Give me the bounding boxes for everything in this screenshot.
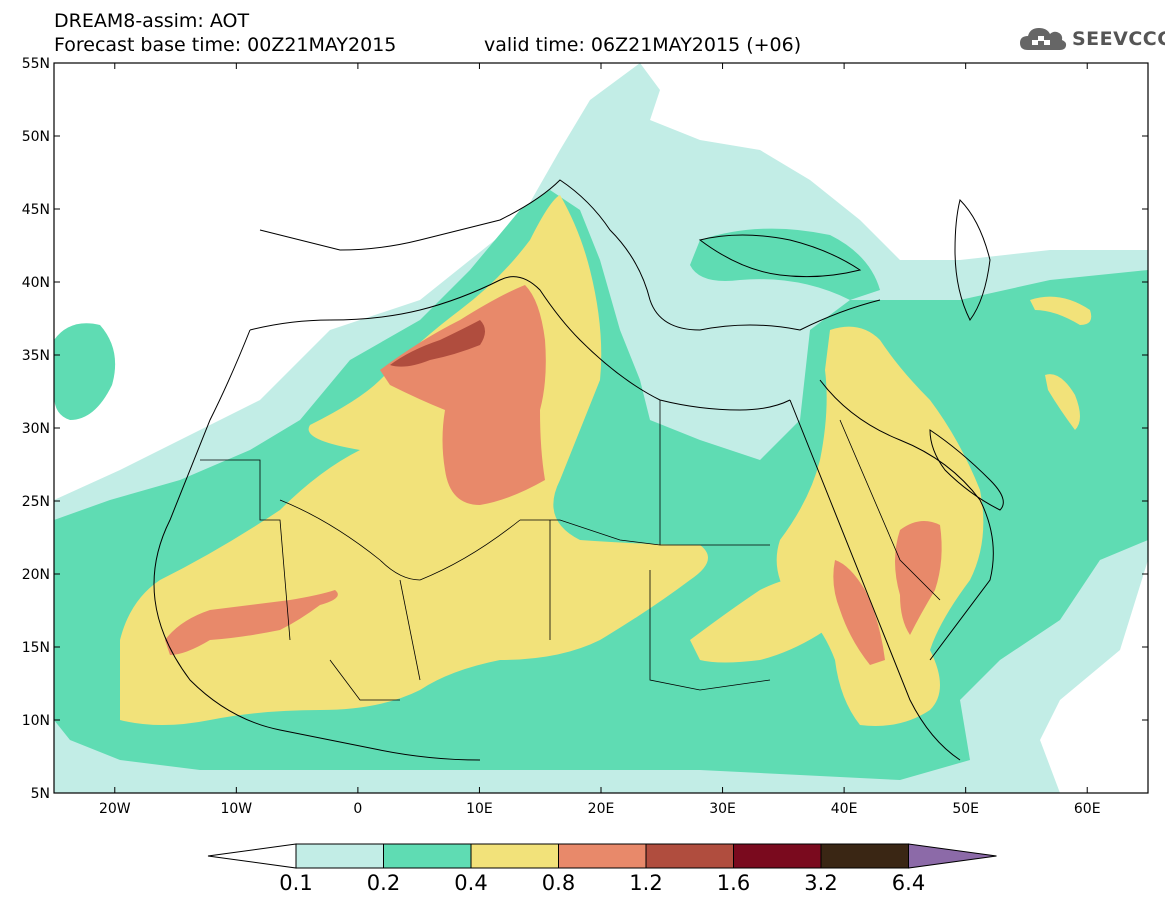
lon-axis: 20W 10W 0 10E 20E 30E 40E 50E 60E [99, 63, 1101, 817]
colorbar-box [558, 843, 647, 869]
colorbar-box [295, 843, 384, 869]
lat-tick-label: 35N [22, 348, 50, 364]
aot-band-0.8-redsea [833, 560, 885, 665]
aot-blob-atlantic [54, 323, 116, 420]
border-9 [839, 419, 941, 601]
colorbar-label: 6.4 [892, 871, 925, 895]
border-6 [399, 579, 421, 681]
border-2 [279, 499, 521, 581]
coast-black-sea [698, 234, 862, 278]
lat-tick-label: 20N [22, 567, 50, 583]
cloud-icon [1020, 28, 1067, 50]
lat-axis: 55N 50N 45N 40N 35N 30N 25N 20N 15N 10N 5N [22, 56, 1148, 802]
aot-band-iran1 [1030, 296, 1092, 325]
colorbar-label: 1.6 [717, 871, 750, 895]
coast-redsea [789, 399, 961, 761]
lon-tick-label: 20E [588, 801, 615, 817]
aot-band-med [690, 228, 880, 300]
coast-africa-north [249, 276, 791, 411]
lat-tick-label: 45N [22, 202, 50, 218]
colorbar-lower-triangle [207, 843, 297, 869]
border-1 [200, 459, 291, 641]
colorbar-label: 3.2 [804, 871, 837, 895]
colorbar-box [820, 843, 909, 869]
colorbar-label: 0.2 [367, 871, 400, 895]
lon-tick-label: 40E [831, 801, 858, 817]
colorbar-box [733, 843, 822, 869]
lon-tick-label: 10W [220, 801, 252, 817]
colorbar-label: 0.4 [454, 871, 487, 895]
lat-tick-label: 50N [22, 129, 50, 145]
aot-band-1.2 [390, 320, 485, 367]
lon-tick-label: 10E [466, 801, 493, 817]
forecast-base-time: Forecast base time: 00Z21MAY2015 [54, 34, 397, 56]
lat-tick-label: 15N [22, 640, 50, 656]
colorbar-box [645, 843, 734, 869]
coast-africa-west [153, 329, 481, 761]
coast-europe [259, 179, 881, 331]
lat-tick-label: 30N [22, 421, 50, 437]
colorbar-label: 0.1 [279, 871, 312, 895]
valid-time: valid time: 06Z21MAY2015 (+06) [484, 34, 802, 56]
aot-band-0.4 [120, 195, 708, 725]
map-title: DREAM8-assim: AOT [54, 10, 250, 32]
lat-tick-label: 10N [22, 713, 50, 729]
lon-tick-label: 20W [99, 801, 131, 817]
lon-tick-label: 30E [709, 801, 736, 817]
lat-tick-label: 40N [22, 275, 50, 291]
lon-tick-label: 50E [952, 801, 979, 817]
border-8 [649, 570, 771, 691]
aot-band-0.8-sahara [380, 285, 546, 505]
colorbar: 0.1 0.2 0.4 0.8 1.2 1.6 3.2 6.4 [207, 843, 997, 895]
lon-tick-label: 0 [353, 801, 362, 817]
coast-caspian [954, 199, 991, 321]
aot-band-nile [690, 576, 840, 663]
coast-persian-gulf [929, 429, 1004, 511]
coast-arabia [819, 379, 994, 661]
border-3 [520, 519, 770, 546]
colorbar-label: 0.8 [542, 871, 575, 895]
colorbar-box [383, 843, 472, 869]
lat-tick-label: 5N [31, 786, 50, 802]
borders [200, 400, 941, 701]
border-7 [329, 659, 400, 701]
coastlines [153, 179, 1004, 761]
colorbar-label: 1.2 [629, 871, 662, 895]
lon-tick-label: 60E [1074, 801, 1101, 817]
colorbar-box [470, 843, 559, 869]
logo-text: SEEVCCC [1072, 28, 1165, 50]
colorbar-upper-triangle [908, 843, 997, 869]
lat-tick-label: 25N [22, 494, 50, 510]
lat-tick-label: 55N [22, 56, 50, 72]
aot-band-iran2 [1045, 374, 1080, 430]
aot-band-0.8-sahel [165, 590, 338, 655]
seevccc-logo: SEEVCCC [1018, 24, 1165, 54]
